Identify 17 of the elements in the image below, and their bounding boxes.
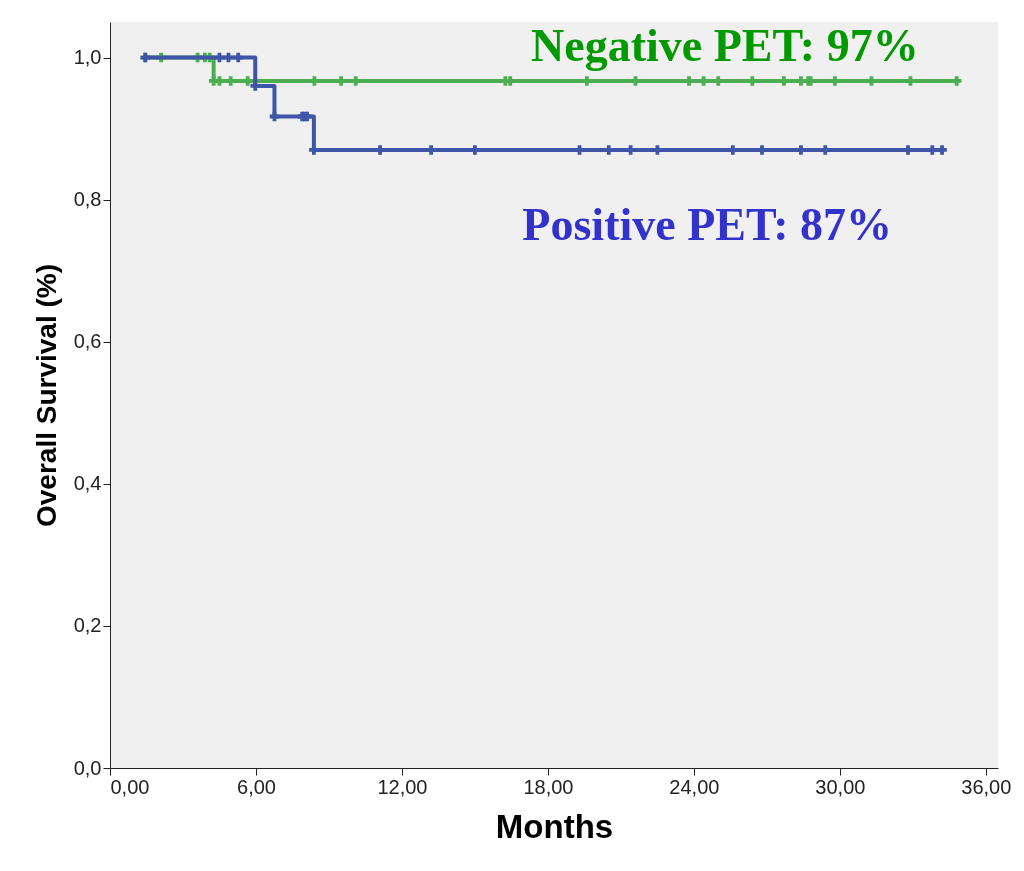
x-tick-label: 18,00 bbox=[523, 775, 574, 798]
x-tick-label: 36,00 bbox=[961, 775, 1012, 798]
x-tick-label: 0,00 bbox=[110, 775, 150, 798]
series-label: Positive PET: 87% bbox=[522, 198, 893, 250]
y-tick-label: 0,2 bbox=[73, 614, 102, 637]
x-tick-label: 30,00 bbox=[815, 775, 866, 798]
y-tick-label: 0,4 bbox=[73, 472, 102, 495]
y-tick-label: 0,8 bbox=[73, 188, 102, 211]
y-tick-label: 0,0 bbox=[73, 756, 102, 779]
x-tick-label: 24,00 bbox=[669, 775, 720, 798]
y-tick-label: 1,0 bbox=[73, 46, 102, 69]
y-tick-label: 0,6 bbox=[73, 330, 102, 353]
x-axis-title: Months bbox=[495, 807, 614, 845]
series-label: Negative PET: 97% bbox=[531, 19, 919, 71]
x-tick-label: 6,00 bbox=[237, 775, 276, 798]
x-tick-label: 12,00 bbox=[377, 775, 428, 798]
y-axis-title: Overall Survival (%) bbox=[30, 263, 62, 528]
